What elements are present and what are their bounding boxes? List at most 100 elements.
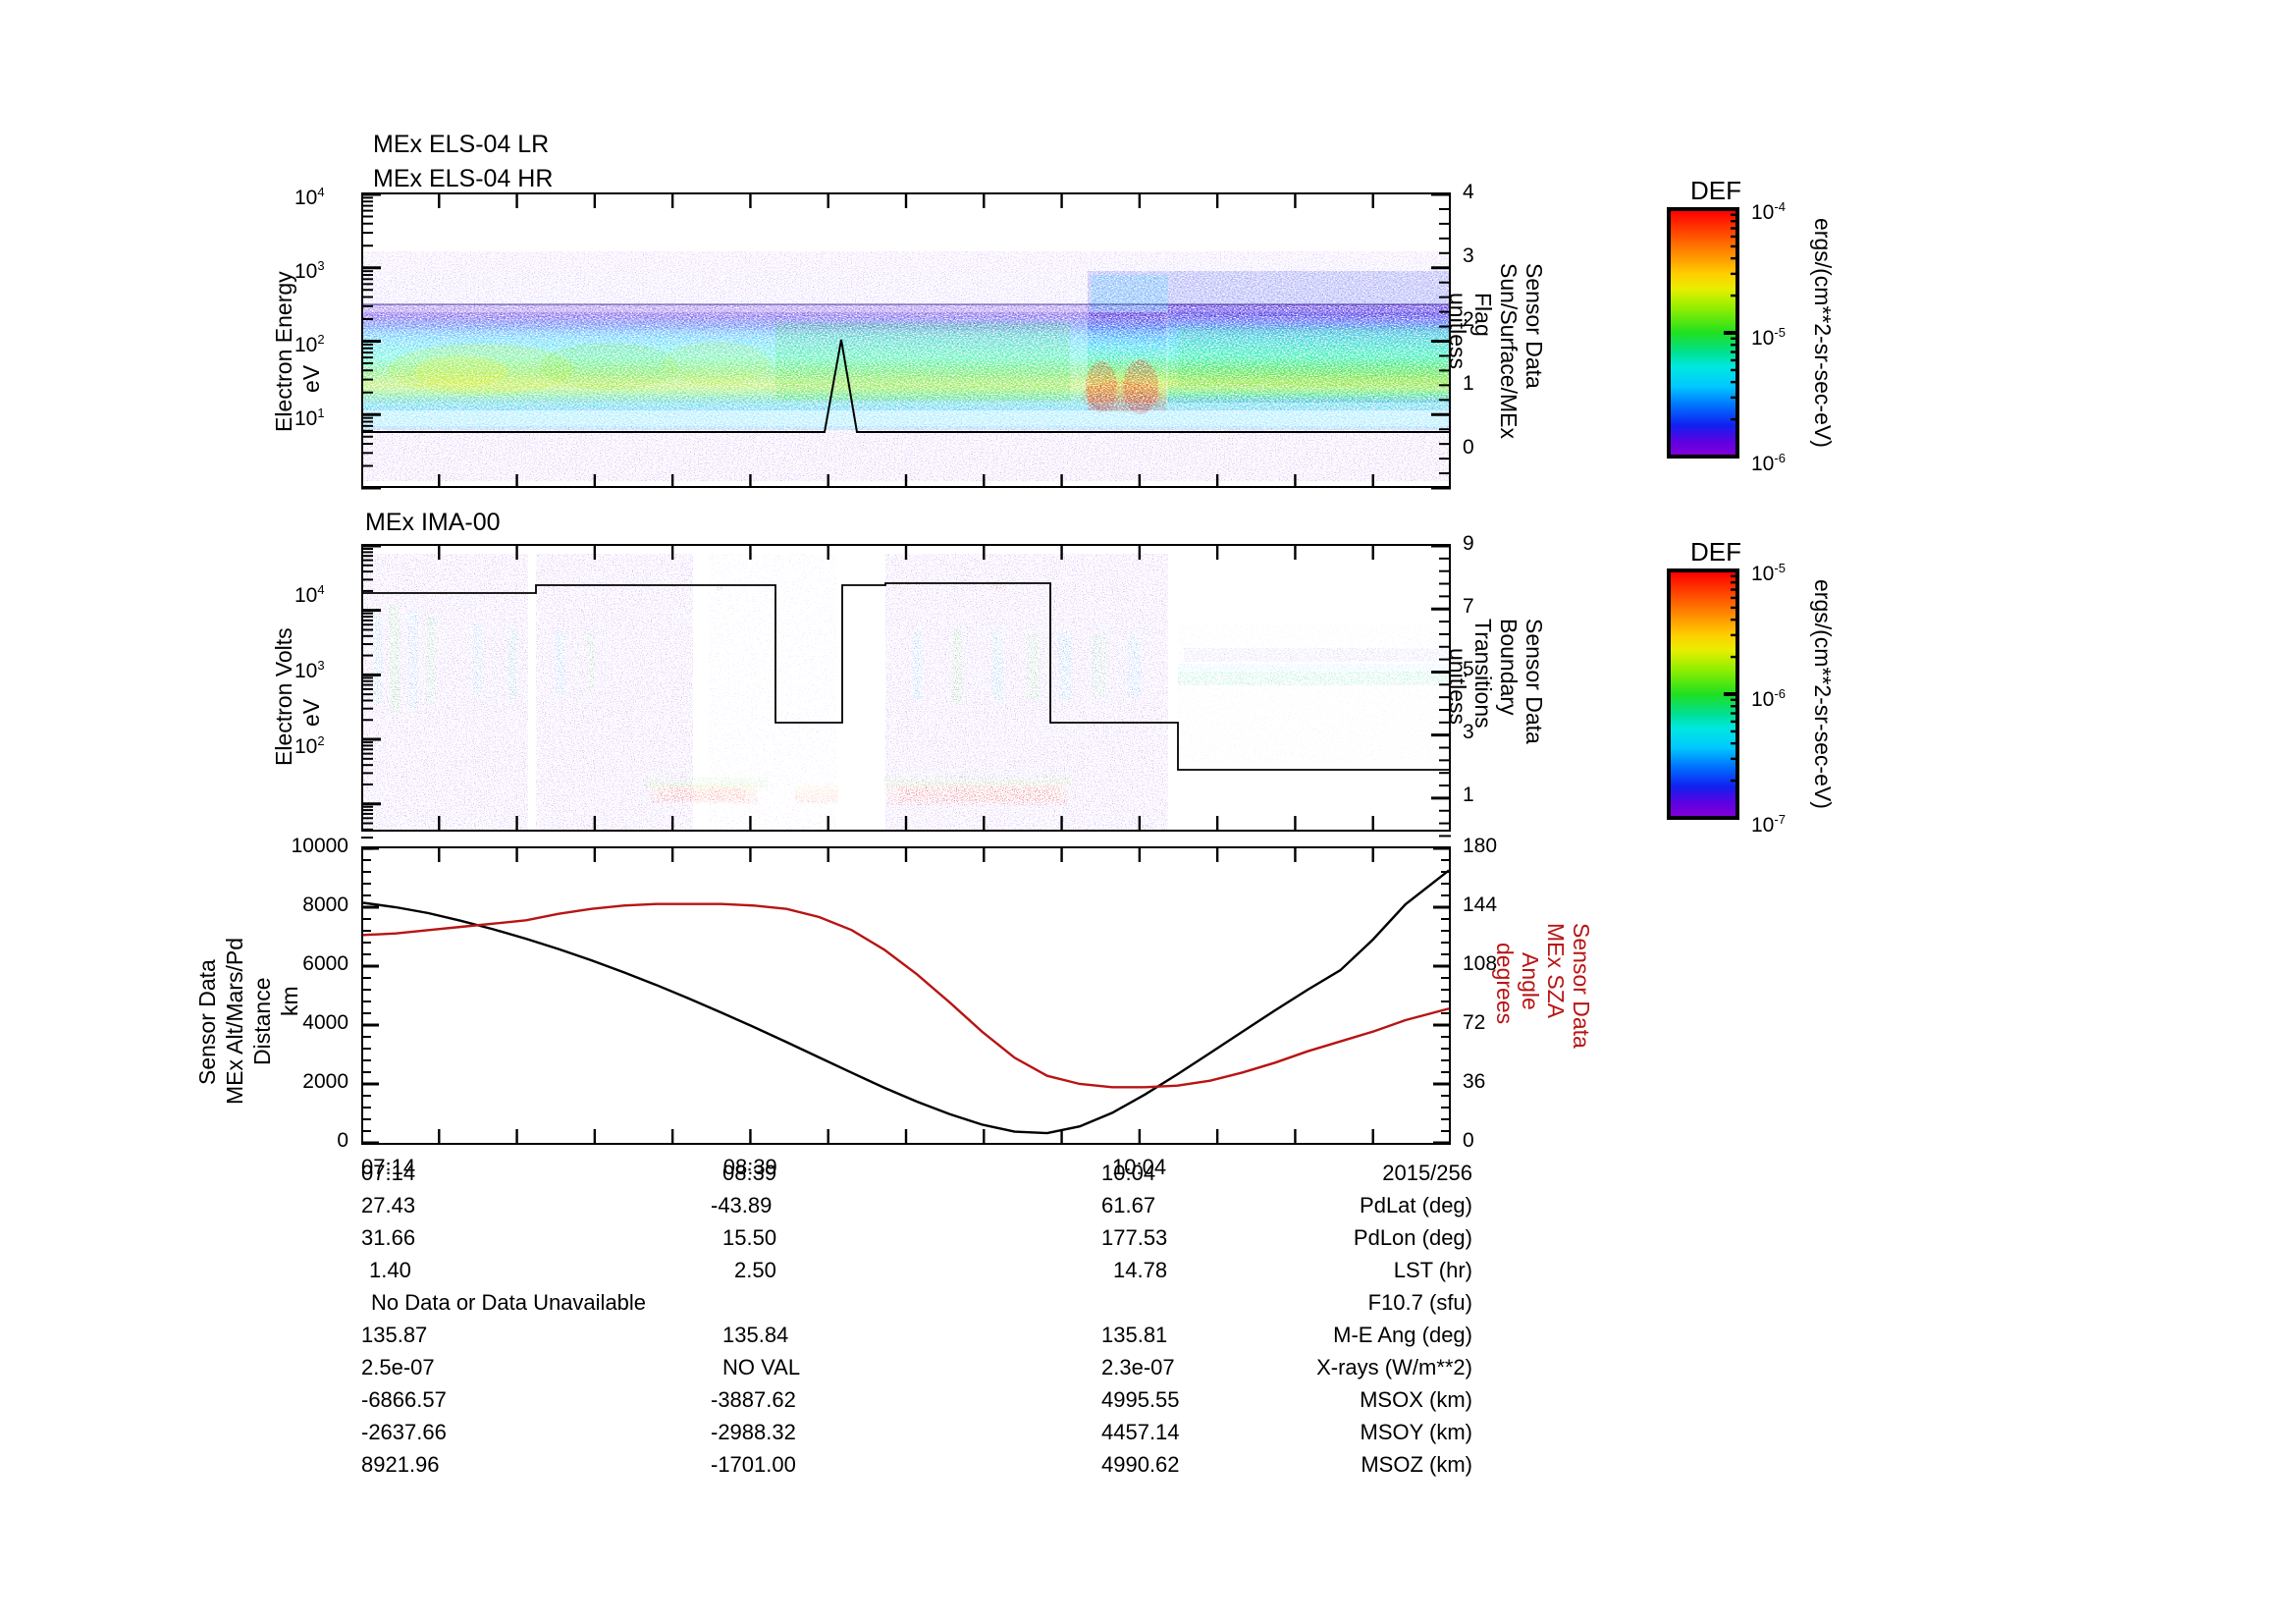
panel3-right-axis-title-line1: Sensor Data (1569, 923, 1594, 1049)
panel3-ytick-0: 0 (337, 1129, 348, 1152)
table-row: M-E Ang (deg) 135.87 135.84 135.81 (0, 1319, 1472, 1351)
table-c1: 31.66 (361, 1225, 416, 1250)
panel2-right-tick-9: 9 (1463, 532, 1474, 555)
table-c3: 4457.14 (1101, 1420, 1180, 1444)
panel1-left-axis-units: eV (298, 364, 324, 393)
panel3-right-tick-144: 144 (1463, 893, 1498, 916)
table-c3: 61.67 (1101, 1193, 1156, 1217)
panel3-curves (363, 869, 1449, 1135)
panel1-ytick-10e1: 101 (294, 406, 325, 430)
panel1-left-axis-title: Electron Energy (271, 271, 296, 432)
panel3-right-axis-title-line3: Angle (1518, 952, 1543, 1010)
panel2-spectrogram-image (363, 546, 1449, 830)
panel2-right-tick-7: 7 (1463, 595, 1474, 618)
panel2-right-tick-1: 1 (1463, 784, 1474, 806)
panel2-left-axis-units: eV (298, 698, 324, 727)
panel1-plot-area[interactable] (361, 192, 1451, 488)
table-c2: -3887.62 (711, 1387, 796, 1412)
colorbar1-gradient (1671, 211, 1735, 455)
colorbar2-bottom-label: 10-7 (1751, 812, 1786, 837)
panel1-right-tick-1: 1 (1463, 372, 1474, 395)
colorbar1[interactable] (1667, 207, 1739, 459)
table-row: 2015/256 07:14 08:39 10:04 (0, 1157, 1472, 1189)
table-key: PdLon (deg) (1353, 1225, 1472, 1250)
panel1-spectrogram-image (363, 194, 1449, 486)
panel2-plot-area[interactable] (361, 544, 1451, 832)
table-key: 2015/256 (1382, 1161, 1472, 1185)
table-row: MSOY (km) -2637.66 -2988.32 4457.14 (0, 1416, 1472, 1448)
panel1-right-axis-title-line3: Flag (1470, 293, 1496, 337)
table-c1: 27.43 (361, 1193, 416, 1217)
table-c1: 07:14 (361, 1161, 416, 1185)
panel1-right-tick-4: 4 (1463, 181, 1474, 203)
panel3-left-axis-title-line2: MEx Alt/Mars/Pd (222, 938, 247, 1105)
table-c2: NO VAL (722, 1355, 801, 1380)
table-c3: 4990.62 (1101, 1452, 1180, 1477)
panel2-ytick-10e4: 104 (294, 582, 325, 607)
table-c1: 135.87 (361, 1323, 428, 1347)
panel2-right-axis-title-line3: Transitions (1470, 619, 1496, 729)
panel2-right-axis-title-line1: Sensor Data (1522, 619, 1547, 744)
panel2-right-tick-3: 3 (1463, 721, 1474, 743)
colorbar1-units: ergs/(cm**2-sr-sec-eV) (1810, 218, 1836, 448)
table-c3: 10:04 (1101, 1161, 1156, 1185)
panel3-ytick-2000: 2000 (302, 1070, 348, 1093)
table-key: MSOY (km) (1360, 1420, 1472, 1444)
panel2-ytick-10e3: 103 (294, 658, 325, 682)
table-c2: 135.84 (722, 1323, 789, 1347)
panel2-title: MEx IMA-00 (365, 509, 501, 536)
panel3-right-tick-0: 0 (1463, 1129, 1474, 1152)
panel3-ytick-10000: 10000 (291, 835, 348, 857)
table-c1: 2.5e-07 (361, 1355, 435, 1380)
colorbar2-mid-label: 10-6 (1751, 686, 1786, 711)
panel1-right-tick-0: 0 (1463, 436, 1474, 459)
table-key: MSOZ (km) (1361, 1452, 1472, 1477)
table-c3: 2.3e-07 (1101, 1355, 1175, 1380)
panel3-plot-area[interactable] (361, 846, 1451, 1145)
table-row: PdLon (deg) 31.66 15.50 177.53 (0, 1221, 1472, 1254)
table-row: MSOZ (km) 8921.96 -1701.00 4990.62 (0, 1448, 1472, 1481)
panel3-right-tick-108: 108 (1463, 952, 1498, 975)
colorbar1-title: DEF (1690, 176, 1741, 205)
table-c3: 14.78 (1113, 1258, 1168, 1282)
parameter-table: 2015/256 07:14 08:39 10:04 PdLat (deg) 2… (0, 1157, 1472, 1481)
panel3-ytick-4000: 4000 (302, 1011, 348, 1034)
table-c3: 135.81 (1101, 1323, 1168, 1347)
table-key: F10.7 (sfu) (1367, 1290, 1472, 1315)
panel1-right-axis-title-line2: Sun/Surface/MEx (1496, 263, 1522, 439)
table-c1: -2637.66 (361, 1420, 447, 1444)
colorbar2-top-label: 10-5 (1751, 561, 1786, 585)
table-c2: -2988.32 (711, 1420, 796, 1444)
colorbar1-top-label: 10-4 (1751, 199, 1786, 224)
colorbar2[interactable] (1667, 568, 1739, 820)
panel2-ytick-10e2: 102 (294, 733, 325, 758)
colorbar2-units: ergs/(cm**2-sr-sec-eV) (1810, 579, 1836, 809)
panel3-left-axis-units: km (277, 986, 302, 1016)
table-c1: 1.40 (369, 1258, 411, 1282)
table-key: LST (hr) (1393, 1258, 1472, 1282)
panel1-right-axis-title-line1: Sensor Data (1522, 263, 1547, 389)
table-row: F10.7 (sfu) No Data or Data Unavailable (0, 1286, 1472, 1319)
panel2-right-tick-5: 5 (1463, 658, 1474, 680)
table-c1: 8921.96 (361, 1452, 440, 1477)
table-row: PdLat (deg) 27.43 -43.89 61.67 (0, 1189, 1472, 1221)
panel3-right-axis-title-line2: MEx SZA (1543, 923, 1569, 1019)
panel1-ytick-10e3: 103 (294, 258, 325, 283)
table-key: MSOX (km) (1360, 1387, 1472, 1412)
panel1-title-lr: MEx ELS-04 LR (373, 131, 550, 158)
table-key: X-rays (W/m**2) (1316, 1355, 1472, 1380)
table-c1: -6866.57 (361, 1387, 447, 1412)
panel3-left-axis-title-line3: Distance (249, 977, 275, 1065)
panel3-ytick-8000: 8000 (302, 893, 348, 916)
table-c2: 15.50 (722, 1225, 777, 1250)
colorbar2-title: DEF (1690, 537, 1741, 567)
table-c2: 08:39 (722, 1161, 777, 1185)
panel1-right-axis-title-line4: unitless (1445, 293, 1470, 369)
table-key: PdLat (deg) (1360, 1193, 1472, 1217)
panel3-right-tick-180: 180 (1463, 835, 1498, 857)
panel1-title-hr: MEx ELS-04 HR (373, 165, 554, 192)
table-row: LST (hr) 1.40 2.50 14.78 (0, 1254, 1472, 1286)
panel1-right-tick-2: 2 (1463, 308, 1474, 331)
table-key: M-E Ang (deg) (1333, 1323, 1472, 1347)
table-c3: 177.53 (1101, 1225, 1168, 1250)
